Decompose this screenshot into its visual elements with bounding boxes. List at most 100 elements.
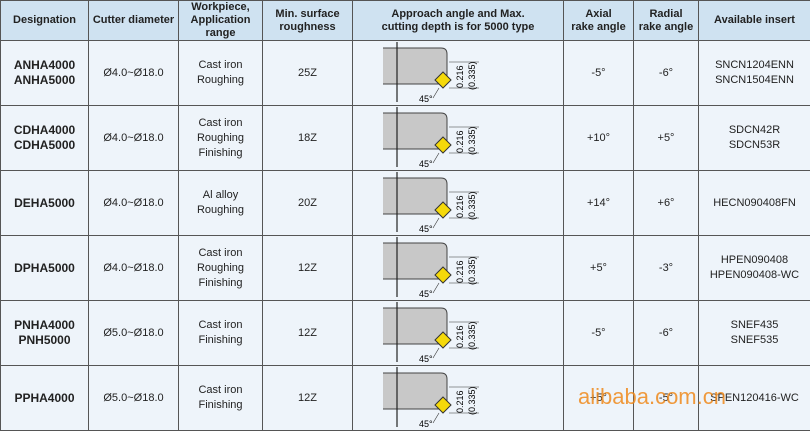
approach-diagram: 0.216 (0.335) 45° — [383, 107, 479, 169]
workpiece: Roughing — [196, 204, 245, 216]
workpiece: Cast iron — [198, 59, 243, 71]
approach-diagram: 0.216 (0.335) 45° — [383, 172, 479, 234]
workpiece-cell: Cast iron Finishing — [178, 300, 263, 366]
table-row: CDHA4000 CDHA5000 Ø4.0~Ø18.0 Cast iron Rough… — [0, 105, 810, 171]
tool-body — [383, 112, 448, 150]
insert-name: SNCN1504ENN — [715, 74, 794, 86]
workpiece: Al alloy — [202, 189, 239, 201]
depth-label: 0.216 — [455, 130, 465, 153]
axial-cell: +14° — [563, 170, 634, 236]
radial-angle: +5° — [657, 131, 675, 144]
workpiece: Roughing — [196, 74, 245, 86]
diameter-cell: Ø4.0~Ø18.0 — [88, 170, 179, 236]
header-text: rake angle — [571, 20, 626, 33]
designation: PNH5000 — [18, 333, 71, 347]
workpiece: Roughing — [196, 261, 245, 274]
insert — [434, 396, 452, 414]
header-text: roughness — [279, 20, 336, 33]
diameter: Ø5.0~Ø18.0 — [103, 326, 164, 339]
workpiece-cell: Cast iron Roughing — [178, 40, 263, 106]
designation-cell: DEHA5000 — [0, 170, 89, 236]
insert-name: SNEF535 — [730, 334, 779, 346]
designation-cell: DPHA5000 — [0, 235, 89, 301]
radial-cell: +6° — [633, 170, 699, 236]
radial-angle: -6° — [658, 66, 674, 79]
header-row: Designation Cutter diameter Workpiece, Appl… — [0, 0, 810, 41]
radial-cell: -5° — [633, 365, 699, 431]
insert — [434, 266, 452, 284]
approach-diagram: 0.216 (0.335) 45° — [383, 302, 479, 364]
roughness-cell: 12Z — [262, 300, 353, 366]
axial-angle: -5° — [591, 66, 606, 79]
roughness-cell: 18Z — [262, 105, 353, 171]
radial-angle: -6° — [658, 326, 674, 339]
diameter-cell: Ø4.0~Ø18.0 — [88, 105, 179, 171]
workpiece: Cast iron — [198, 116, 243, 129]
insert-cell: SDCN42R SDCN53R — [698, 105, 810, 171]
diameter: Ø4.0~Ø18.0 — [103, 196, 164, 209]
diagram-cell: 0.216 (0.335) 45° — [352, 40, 564, 106]
insert-name: SNEF435 — [730, 319, 779, 331]
radial-angle: +6° — [657, 196, 675, 209]
designation: DPHA5000 — [14, 260, 75, 275]
diameter-cell: Ø5.0~Ø18.0 — [88, 365, 179, 431]
designation: CDHA4000 — [13, 123, 76, 137]
dim-line — [432, 217, 440, 229]
depth-label: 0.216 — [455, 260, 465, 283]
angle-label: 45° — [419, 354, 433, 364]
workpiece: Cast iron — [198, 384, 243, 396]
table-row: ANHA4000 ANHA5000 Ø4.0~Ø18.0 Cast iron Rough… — [0, 40, 810, 106]
insert-cell: SPEN120416-WC — [698, 365, 810, 431]
workpiece-cell: Al alloy Roughing — [178, 170, 263, 236]
radial-cell: -6° — [633, 40, 699, 106]
table-row: PNHA4000 PNH5000 Ø5.0~Ø18.0 Cast iron Finish… — [0, 300, 810, 366]
insert — [434, 71, 452, 89]
tool-body — [383, 177, 448, 215]
insert-name: SNCN1204ENN — [715, 59, 794, 71]
designation: CDHA5000 — [13, 138, 76, 152]
header-cell: Radial rake angle — [633, 0, 699, 41]
tool-body — [383, 47, 448, 85]
roughness: 12Z — [298, 326, 317, 339]
header-text: Min. surface — [275, 7, 340, 20]
watermark: alibaba.com.cn — [578, 384, 726, 409]
depth-max-label: (0.335) — [467, 386, 477, 415]
workpiece: Cast iron — [198, 319, 243, 331]
workpiece: Cast iron — [198, 246, 243, 259]
roughness-cell: 20Z — [262, 170, 353, 236]
radial-angle: -3° — [658, 261, 674, 274]
workpiece: Finishing — [198, 276, 243, 289]
roughness-cell: 12Z — [262, 365, 353, 431]
header-text: Application range — [190, 14, 251, 39]
tool-body — [383, 372, 448, 410]
radial-angle: -5° — [658, 391, 674, 404]
roughness-cell: 25Z — [262, 40, 353, 106]
diameter-cell: Ø4.0~Ø18.0 — [88, 40, 179, 106]
designation-cell: PPHA4000 — [0, 365, 89, 431]
insert-cell: SNEF435 SNEF535 — [698, 300, 810, 366]
designation-cell: ANHA4000 ANHA5000 — [0, 40, 89, 106]
header-cell: Available insert — [698, 0, 810, 41]
workpiece-cell: Cast iron Roughing Finishing — [178, 105, 263, 171]
header-cell: Workpiece, Application range — [178, 0, 263, 41]
axial-cell: -5° — [563, 40, 634, 106]
workpiece: Finishing — [198, 146, 243, 159]
header-cell: Cutter diameter — [88, 0, 179, 41]
designation: ANHA5000 — [13, 73, 76, 87]
header-cell: Designation — [0, 0, 89, 41]
header-text: Axial — [585, 7, 612, 20]
table-row: PPHA4000 Ø5.0~Ø18.0 Cast iron Finishing 12Z 0… — [0, 365, 810, 431]
approach-diagram: 0.216 (0.335) 45° — [383, 367, 479, 429]
axial-angle: +5° — [590, 261, 607, 274]
axial-angle: +5° — [590, 391, 607, 404]
workpiece: Roughing — [196, 131, 245, 144]
header-cell: Axial rake angle — [563, 0, 634, 41]
insert-name: HPEN090408 — [720, 254, 789, 266]
roughness: 12Z — [298, 391, 317, 404]
depth-label: 0.216 — [455, 325, 465, 348]
header-text: Available insert — [714, 14, 795, 26]
axial-cell: +5° — [563, 365, 634, 431]
designation: PPHA4000 — [14, 390, 75, 405]
header-text: Approach angle and Max. — [391, 7, 525, 20]
